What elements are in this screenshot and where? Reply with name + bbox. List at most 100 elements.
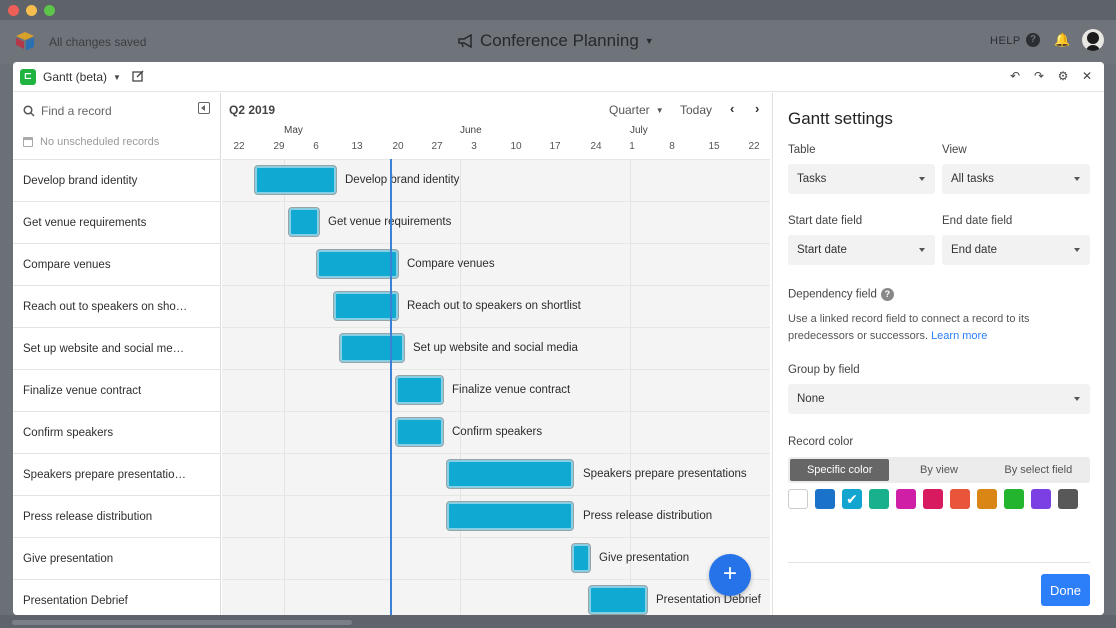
color-swatch[interactable] — [1004, 489, 1024, 509]
view-select[interactable]: All tasks — [942, 164, 1090, 194]
gantt-settings-panel: Gantt settings Table Tasks View All task… — [772, 93, 1104, 615]
timeline-row — [222, 159, 770, 201]
gantt-bar[interactable] — [589, 586, 647, 614]
close-window-button[interactable] — [8, 5, 19, 16]
record-row[interactable]: Reach out to speakers on sho… — [13, 285, 221, 327]
color-mode-specific[interactable]: Specific color — [790, 459, 890, 481]
record-row[interactable]: Give presentation — [13, 537, 221, 579]
save-status: All changes saved — [49, 35, 147, 49]
zoom-select[interactable]: Quarter ▼ — [609, 103, 664, 117]
gantt-bar[interactable] — [447, 502, 573, 530]
base-title[interactable]: Conference Planning ▼ — [458, 31, 654, 51]
chevron-left-icon[interactable]: ‹ — [730, 101, 735, 116]
edit-icon[interactable] — [132, 70, 144, 82]
gantt-bar[interactable] — [317, 250, 398, 278]
gantt-bar[interactable] — [396, 418, 443, 446]
zoom-label: Quarter — [609, 103, 650, 117]
chevron-right-icon[interactable]: › — [755, 101, 760, 116]
day-label: 29 — [273, 141, 285, 152]
color-swatch[interactable] — [977, 489, 997, 509]
color-mode-view[interactable]: By view — [920, 464, 958, 476]
month-gridline — [630, 159, 631, 615]
group-select[interactable]: None — [788, 384, 1090, 414]
month-gridline — [460, 159, 461, 615]
close-icon[interactable]: ✕ — [1081, 69, 1093, 83]
record-list: Develop brand identity Get venue require… — [13, 159, 221, 615]
gantt-bar[interactable] — [255, 166, 336, 194]
add-record-button[interactable]: + — [709, 554, 751, 596]
day-label: 27 — [431, 141, 443, 152]
record-row[interactable]: Get venue requirements — [13, 201, 221, 243]
timeline-row — [222, 537, 770, 579]
color-swatch[interactable] — [1031, 489, 1051, 509]
dependency-label-text: Dependency field — [788, 288, 877, 301]
collapse-sidebar-icon[interactable] — [198, 102, 210, 114]
end-date-select[interactable]: End date — [942, 235, 1090, 265]
background-scrollbar[interactable] — [12, 620, 352, 625]
dependency-desc-text: Use a linked record field to connect a r… — [788, 313, 1030, 342]
color-swatch[interactable]: ✔ — [842, 489, 862, 509]
record-row[interactable]: Set up website and social me… — [13, 327, 221, 369]
dependency-description: Use a linked record field to connect a r… — [788, 311, 1090, 345]
avatar[interactable] — [1082, 29, 1104, 51]
record-row[interactable]: Presentation Debrief — [13, 579, 221, 615]
gantt-bar[interactable] — [340, 334, 404, 362]
gantt-bar-label: Reach out to speakers on shortlist — [407, 300, 581, 312]
color-mode-select-field[interactable]: By select field — [1004, 464, 1073, 476]
undo-icon[interactable]: ↶ — [1009, 69, 1021, 83]
minimize-window-button[interactable] — [26, 5, 37, 16]
record-row[interactable]: Finalize venue contract — [13, 369, 221, 411]
color-swatch[interactable] — [950, 489, 970, 509]
record-row[interactable]: Speakers prepare presentatio… — [13, 453, 221, 495]
bell-icon[interactable]: 🔔 — [1054, 32, 1071, 47]
airtable-logo-icon[interactable] — [14, 30, 36, 52]
gantt-bar[interactable] — [447, 460, 573, 488]
timeline-row — [222, 201, 770, 243]
app-switcher[interactable]: Gantt (beta) ▼ — [43, 70, 121, 84]
redo-icon[interactable]: ↷ — [1033, 69, 1045, 83]
help-link[interactable]: HELP — [990, 35, 1021, 47]
record-row[interactable]: Press release distribution — [13, 495, 221, 537]
chevron-down-icon: ▼ — [644, 36, 654, 46]
today-button[interactable]: Today — [680, 103, 713, 117]
color-swatch[interactable] — [815, 489, 835, 509]
day-label: 8 — [669, 141, 675, 152]
table-select[interactable]: Tasks — [788, 164, 935, 194]
start-date-value: Start date — [797, 244, 847, 256]
timeline-header: Q2 2019 Quarter ▼ Today ‹ › May June Jul… — [222, 93, 770, 159]
end-date-value: End date — [951, 244, 998, 256]
gantt-bar-label: Set up website and social media — [413, 342, 578, 354]
gantt-bar-label: Finalize venue contract — [452, 384, 571, 396]
record-row[interactable]: Confirm speakers — [13, 411, 221, 453]
color-swatch[interactable] — [869, 489, 889, 509]
gantt-bar-label: Compare venues — [407, 258, 495, 270]
search-icon — [23, 105, 35, 117]
app-header: All changes saved Conference Planning ▼ … — [0, 20, 1116, 64]
caret-down-icon — [1074, 397, 1080, 401]
learn-more-link[interactable]: Learn more — [931, 330, 988, 342]
gantt-bar[interactable] — [334, 292, 398, 320]
help-icon[interactable]: ? — [1026, 33, 1040, 47]
view-label: View — [942, 144, 967, 156]
help-icon[interactable]: ? — [880, 288, 894, 301]
gantt-bar[interactable] — [396, 376, 443, 404]
gantt-bar[interactable] — [572, 544, 590, 572]
day-label: 24 — [590, 141, 602, 152]
day-label: 6 — [313, 141, 319, 152]
color-swatch[interactable] — [788, 489, 808, 509]
color-swatch[interactable] — [896, 489, 916, 509]
gear-icon[interactable]: ⚙ — [1057, 69, 1069, 83]
record-row[interactable]: Develop brand identity — [13, 159, 221, 201]
gantt-bar[interactable] — [289, 208, 319, 236]
record-row[interactable]: Compare venues — [13, 243, 221, 285]
done-button[interactable]: Done — [1041, 574, 1090, 606]
color-swatch[interactable] — [923, 489, 943, 509]
gantt-bar-label: Give presentation — [599, 552, 690, 564]
month-label: May — [284, 125, 303, 136]
app-name: Gantt (beta) — [43, 70, 108, 84]
color-swatch[interactable] — [1058, 489, 1078, 509]
unscheduled-records: No unscheduled records — [23, 136, 159, 148]
search-input[interactable]: Find a record — [23, 103, 213, 119]
zoom-window-button[interactable] — [44, 5, 55, 16]
start-date-select[interactable]: Start date — [788, 235, 935, 265]
